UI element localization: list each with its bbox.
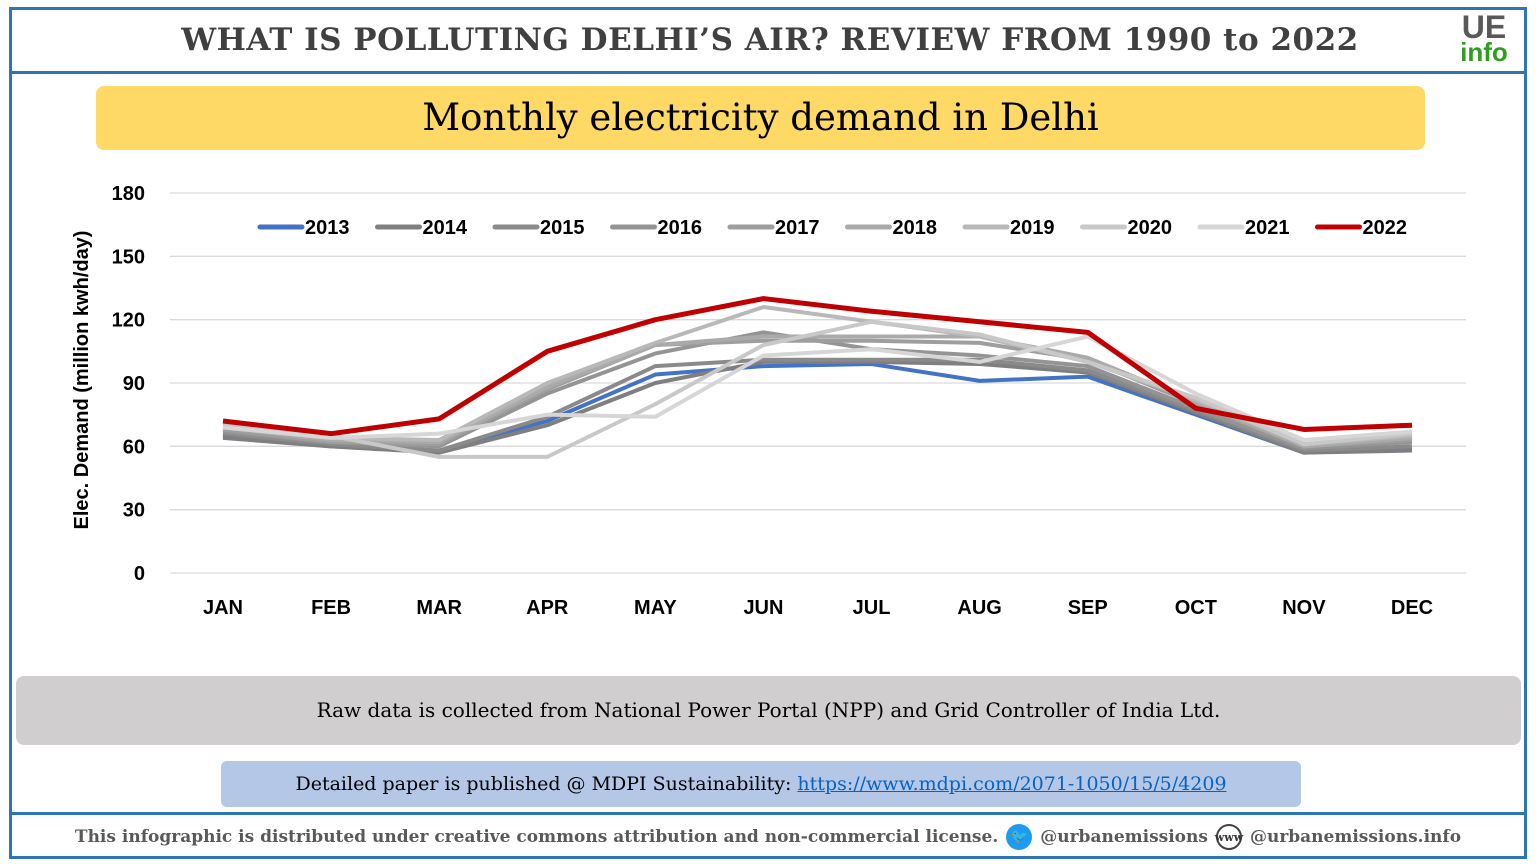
divider bbox=[9, 812, 1527, 815]
x-tick-label: SEP bbox=[1068, 597, 1108, 619]
legend-label-2016: 2016 bbox=[658, 217, 703, 239]
y-tick-label: 60 bbox=[123, 436, 145, 458]
chart-title: Monthly electricity demand in Delhi bbox=[96, 86, 1425, 150]
page-title: WHAT IS POLLUTING DELHI’S AIR? REVIEW FR… bbox=[181, 22, 1359, 58]
y-tick-label: 0 bbox=[134, 563, 145, 585]
ue-info-logo: UE info bbox=[1456, 9, 1512, 68]
paper-text: Detailed paper is published @ MDPI Susta… bbox=[295, 773, 798, 795]
paper-link[interactable]: https://www.mdpi.com/2071-1050/15/5/4209 bbox=[797, 773, 1227, 795]
x-tick-label: AUG bbox=[957, 597, 1001, 619]
x-tick-label: JUN bbox=[743, 597, 783, 619]
website-link[interactable]: @urbanemissions.info bbox=[1249, 827, 1462, 847]
legend-label-2020: 2020 bbox=[1128, 217, 1173, 239]
y-tick-label: 180 bbox=[112, 183, 145, 205]
x-tick-label: JAN bbox=[203, 597, 243, 619]
x-tick-label: FEB bbox=[311, 597, 351, 619]
series-line-2021 bbox=[222, 334, 1413, 442]
y-axis-label: Elec. Demand (million kwh/day) bbox=[71, 231, 93, 530]
legend-label-2018: 2018 bbox=[893, 217, 938, 239]
x-tick-label: OCT bbox=[1175, 597, 1217, 619]
divider bbox=[9, 71, 1527, 74]
x-tick-label: NOV bbox=[1282, 597, 1326, 619]
legend-label-2017: 2017 bbox=[775, 217, 820, 239]
series-line-2017 bbox=[222, 338, 1413, 449]
legend-label-2015: 2015 bbox=[540, 217, 585, 239]
legend-label-2019: 2019 bbox=[1010, 217, 1055, 239]
legend-label-2014: 2014 bbox=[423, 217, 468, 239]
legend-label-2021: 2021 bbox=[1245, 217, 1290, 239]
data-source-note: Raw data is collected from National Powe… bbox=[16, 676, 1521, 745]
infographic-frame bbox=[9, 7, 1527, 859]
x-tick-label: APR bbox=[526, 597, 569, 619]
y-tick-label: 150 bbox=[112, 246, 145, 268]
x-tick-label: DEC bbox=[1391, 597, 1433, 619]
twitter-icon: 🐦 bbox=[1006, 824, 1033, 850]
globe-icon: www bbox=[1215, 824, 1243, 850]
logo-text-top: UE bbox=[1461, 9, 1507, 45]
y-tick-label: 30 bbox=[123, 500, 145, 522]
x-tick-label: JUL bbox=[853, 597, 891, 619]
series-line-2022 bbox=[222, 296, 1413, 437]
footer: This infographic is distributed under cr… bbox=[0, 824, 1536, 850]
license-text: This infographic is distributed under cr… bbox=[74, 827, 999, 847]
twitter-handle[interactable]: @urbanemissions bbox=[1040, 827, 1208, 847]
series-line-2020 bbox=[222, 319, 1413, 459]
legend-label-2022: 2022 bbox=[1363, 217, 1408, 239]
legend-label-2013: 2013 bbox=[305, 217, 350, 239]
y-tick-label: 90 bbox=[123, 373, 145, 395]
y-tick-label: 120 bbox=[112, 310, 145, 332]
x-tick-label: MAR bbox=[416, 597, 462, 619]
x-tick-label: MAY bbox=[634, 597, 677, 619]
logo-text-bottom: info bbox=[1460, 37, 1508, 68]
paper-reference: Detailed paper is published @ MDPI Susta… bbox=[221, 761, 1301, 807]
series-line-2016 bbox=[222, 330, 1413, 451]
